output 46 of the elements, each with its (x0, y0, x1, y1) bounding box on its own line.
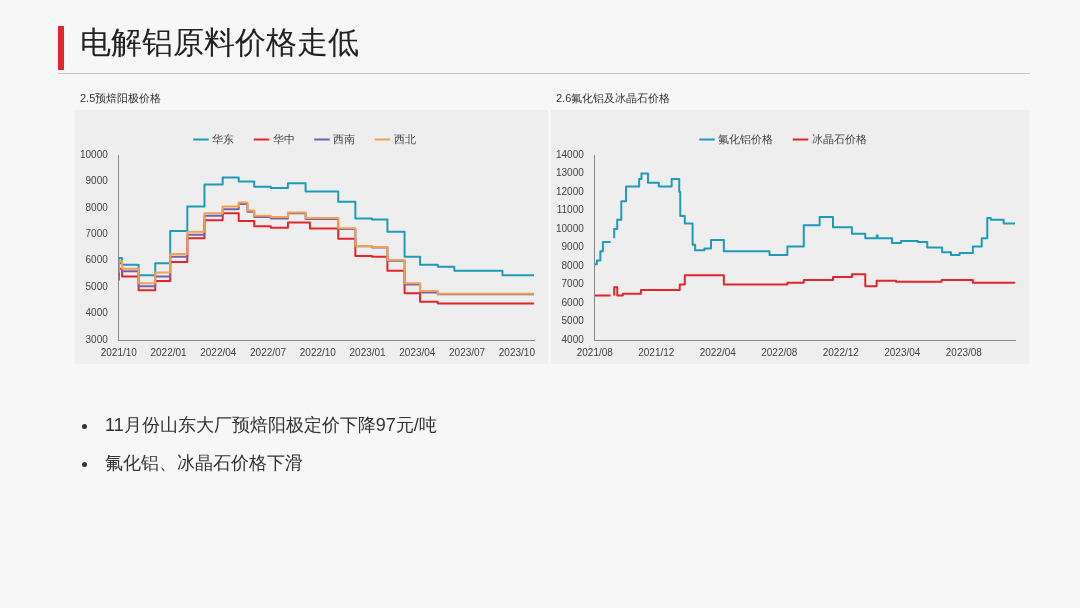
text: 11月份山东大厂预焙阳极定价下降97元/吨 (105, 415, 437, 435)
x-tick-label: 2023/10 (498, 346, 536, 358)
x-tick-label: 2022/04 (699, 346, 737, 358)
y-tick-label: 8000 (85, 201, 109, 213)
x-tick-label: 2021/08 (576, 346, 614, 358)
x-tick-label: 2023/01 (349, 346, 387, 358)
y-tick-label: 10000 (80, 148, 109, 160)
y-tick-label: 11000 (556, 204, 585, 216)
x-tick-label: 2021/10 (100, 346, 138, 358)
x-tick-label: 2023/04 (399, 346, 436, 358)
y-tick-label: 6000 (85, 254, 109, 266)
x-tick-label: 2023/04 (884, 346, 921, 358)
y-tick-label: 6000 (561, 296, 585, 308)
x-tick-label: 2022/10 (299, 346, 337, 358)
x-tick-label: 2022/07 (250, 346, 287, 358)
y-tick-label: 4000 (561, 333, 585, 345)
chart-title: 2.5预焙阳极价格 (79, 91, 163, 106)
chart-title: 2.6氟化铝及冰晶石价格 (555, 91, 672, 106)
y-tick-label: 13000 (556, 167, 585, 179)
text: 氟化铝、冰晶石价格下滑 (105, 453, 303, 473)
text: 电解铝原料价格走低 (80, 24, 359, 62)
y-tick-label: 10000 (556, 222, 585, 234)
y-tick-label: 12000 (556, 185, 585, 197)
legend-label: 西北 (393, 132, 416, 145)
y-tick-label: 4000 (85, 307, 109, 319)
y-tick-label: 9000 (85, 175, 109, 187)
y-tick-label: 8000 (561, 259, 585, 271)
y-tick-label: 7000 (85, 228, 109, 240)
y-tick-label: 9000 (561, 241, 585, 253)
y-tick-label: 7000 (561, 278, 585, 290)
y-tick-label: 5000 (561, 315, 585, 327)
x-tick-label: 2021/12 (638, 346, 675, 358)
x-tick-label: 2023/07 (449, 346, 486, 358)
legend-label: 华东 (212, 132, 234, 145)
legend-label: 华中 (272, 132, 295, 145)
x-tick-label: 2022/08 (761, 346, 798, 358)
x-tick-label: 2022/04 (200, 346, 237, 358)
x-tick-label: 2022/01 (150, 346, 188, 358)
y-tick-label: 3000 (85, 333, 109, 345)
y-tick-label: 5000 (85, 280, 109, 292)
legend-label: 西南 (333, 132, 355, 145)
legend-label: 氟化铝价格 (718, 132, 773, 145)
x-tick-label: 2022/12 (822, 346, 860, 358)
x-tick-label: 2023/08 (945, 346, 983, 358)
legend-label: 冰晶石价格 (811, 132, 867, 145)
y-tick-label: 14000 (556, 148, 585, 160)
